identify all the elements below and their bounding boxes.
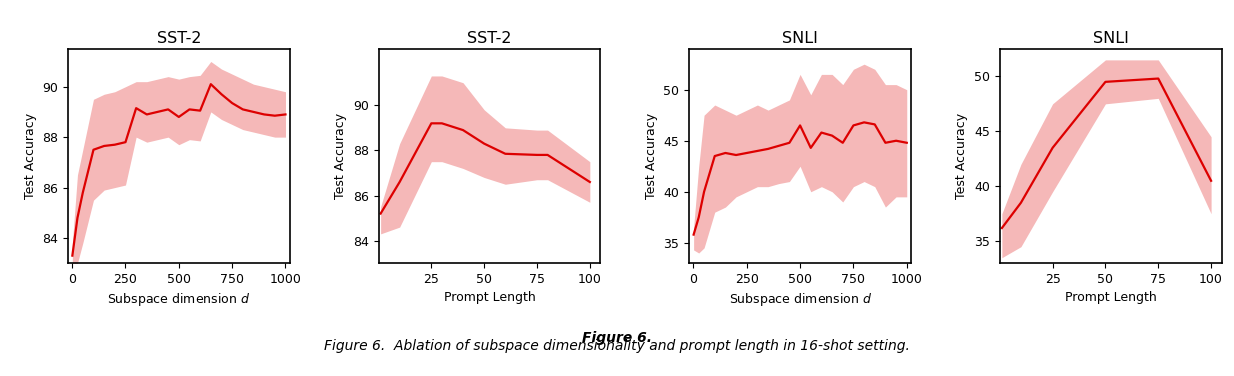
Text: Figure 6.: Figure 6. xyxy=(582,331,652,346)
X-axis label: Prompt Length: Prompt Length xyxy=(443,291,536,305)
Title: SST-2: SST-2 xyxy=(157,31,201,46)
X-axis label: Prompt Length: Prompt Length xyxy=(1065,291,1156,305)
Title: SNLI: SNLI xyxy=(1093,31,1129,46)
Y-axis label: Test Accuracy: Test Accuracy xyxy=(23,113,37,199)
Title: SST-2: SST-2 xyxy=(468,31,512,46)
Y-axis label: Test Accuracy: Test Accuracy xyxy=(955,113,969,199)
X-axis label: Subspace dimension $d$: Subspace dimension $d$ xyxy=(728,291,871,308)
Text: Figure 6.  Ablation of subspace dimensionality and prompt length in 16-shot sett: Figure 6. Ablation of subspace dimension… xyxy=(325,339,909,353)
Y-axis label: Test Accuracy: Test Accuracy xyxy=(645,113,658,199)
Title: SNLI: SNLI xyxy=(782,31,818,46)
Text: Figure 6.  Ablation of subspace dimensionality and prompt length in 16-shot sett: Figure 6. Ablation of subspace dimension… xyxy=(325,331,909,346)
X-axis label: Subspace dimension $d$: Subspace dimension $d$ xyxy=(107,291,251,308)
Y-axis label: Test Accuracy: Test Accuracy xyxy=(334,113,347,199)
